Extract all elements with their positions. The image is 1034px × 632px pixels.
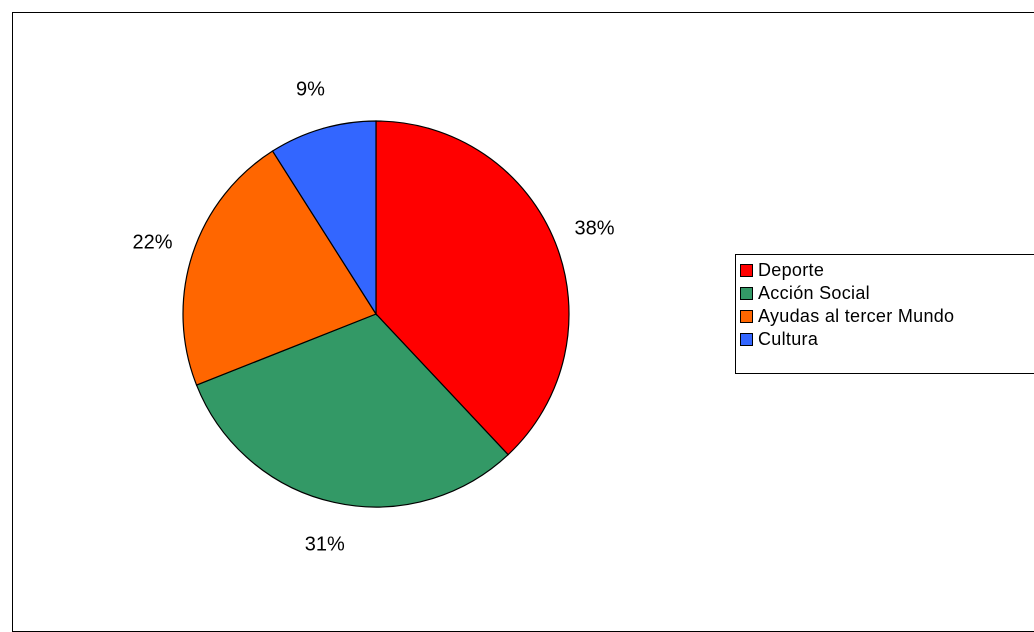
legend-swatch-deporte [740,264,753,277]
pie-slices [182,120,570,508]
legend-label-cultura: Cultura [758,329,819,349]
legend-item-accion-social: Acción Social [740,282,1034,305]
pie-slice-ayudas [182,150,377,386]
legend-label-ayudas: Ayudas al tercer Mundo [758,306,955,326]
pie-label-deporte: 38% [574,217,614,239]
legend-label-deporte: Deporte [758,260,825,280]
pie-slice-deporte [375,120,570,456]
pie-label-cultura: 9% [296,78,325,100]
legend-swatch-cultura [740,333,753,346]
legend-item-deporte: Deporte [740,259,1034,282]
legend-swatch-accion-social [740,287,753,300]
legend-item-ayudas: Ayudas al tercer Mundo [740,305,1034,328]
pie-chart: 38% 31% 22% 9% [132,78,614,555]
pie-slice-accion-social [195,313,509,508]
pie-label-accion-social: 31% [305,533,345,555]
legend-item-cultura: Cultura [740,328,1034,351]
pie-labels: 38% 31% 22% 9% [132,78,614,555]
legend-label-accion-social: Acción Social [758,283,870,303]
pie-slice-cultura [271,120,377,317]
pie-label-ayudas: 22% [132,231,172,253]
legend-swatch-ayudas [740,310,753,323]
legend: Deporte Acción Social Ayudas al tercer M… [735,254,1034,374]
